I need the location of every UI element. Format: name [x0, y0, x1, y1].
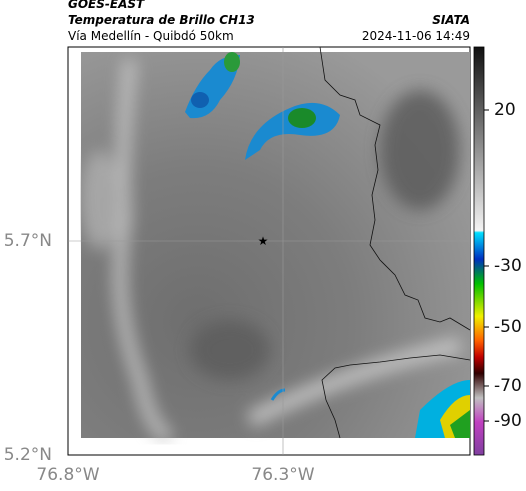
location-marker: ★: [258, 234, 269, 248]
border: [321, 354, 471, 439]
colorbar-tick-label: 20: [494, 100, 516, 120]
lat-tick-label: 5.2°N: [4, 445, 52, 465]
satellite-image: [80, 52, 470, 438]
source: GOES-EAST: [68, 0, 145, 11]
title: Temperatura de Brillo CH13: [68, 13, 255, 27]
lon-tick-label: 76.3°W: [251, 465, 314, 485]
brand: SIATA: [432, 13, 470, 27]
lat-tick-label: 5.7°N: [4, 231, 52, 251]
map: ★ 5.7°N 5.2°N 76.8°W 76.3°W: [4, 46, 471, 485]
colorbar-ramp: [473, 46, 485, 456]
header: GOES-EAST Temperatura de Brillo CH13 Vía…: [68, 0, 470, 43]
colorbar: 20 -30 -50 -70 -90: [473, 46, 522, 456]
colorbar-tick-label: -30: [494, 256, 522, 276]
colorbar-tick-label: -50: [494, 317, 522, 337]
colorbar-tick-label: -90: [494, 411, 522, 431]
datetime: 2024-11-06 14:49: [362, 29, 470, 43]
colorbar-tick-label: -70: [494, 376, 522, 396]
subtitle: Vía Medellín - Quibdó 50km: [68, 29, 234, 43]
lon-tick-label: 76.8°W: [36, 465, 99, 485]
border: [319, 46, 471, 331]
